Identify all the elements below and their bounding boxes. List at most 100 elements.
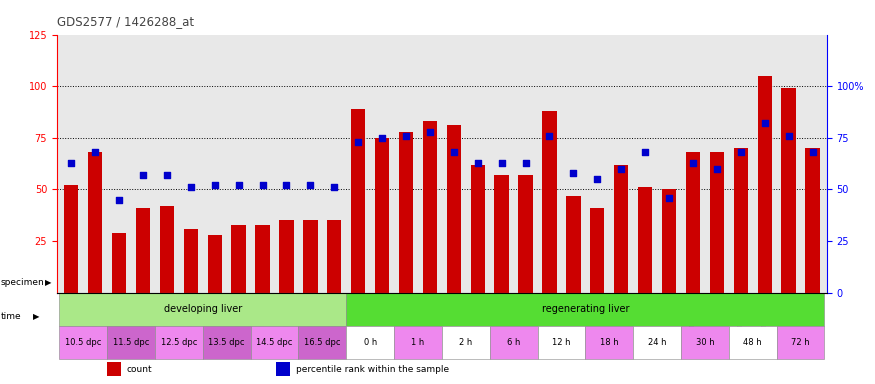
Bar xyxy=(442,326,490,359)
Point xyxy=(542,133,556,139)
Bar xyxy=(232,225,246,293)
Point xyxy=(471,159,485,166)
Bar xyxy=(160,206,174,293)
Bar xyxy=(471,165,485,293)
Point xyxy=(375,135,389,141)
Bar xyxy=(346,293,824,326)
Bar xyxy=(686,152,700,293)
Bar xyxy=(733,148,748,293)
Bar xyxy=(60,293,346,326)
Text: 0 h: 0 h xyxy=(363,338,377,347)
Bar xyxy=(662,189,676,293)
Bar xyxy=(805,148,820,293)
Point xyxy=(279,182,293,189)
Text: time: time xyxy=(1,312,22,321)
Bar xyxy=(758,76,772,293)
Bar xyxy=(566,196,581,293)
Text: 10.5 dpc: 10.5 dpc xyxy=(65,338,102,347)
Text: 18 h: 18 h xyxy=(600,338,619,347)
Bar xyxy=(634,326,681,359)
Text: percentile rank within the sample: percentile rank within the sample xyxy=(296,365,449,374)
Bar xyxy=(542,111,556,293)
Point xyxy=(232,182,246,189)
Point xyxy=(255,182,270,189)
Point xyxy=(638,149,652,156)
Bar xyxy=(255,225,270,293)
Bar xyxy=(298,326,346,359)
Point xyxy=(591,176,605,182)
Bar xyxy=(60,326,107,359)
Point xyxy=(207,182,221,189)
Bar xyxy=(374,138,389,293)
Text: 14.5 dpc: 14.5 dpc xyxy=(256,338,292,347)
Point xyxy=(351,139,365,145)
Text: regenerating liver: regenerating liver xyxy=(542,305,629,314)
Point xyxy=(136,172,150,178)
Text: 24 h: 24 h xyxy=(648,338,667,347)
Point xyxy=(781,133,795,139)
Text: 1 h: 1 h xyxy=(411,338,424,347)
Point xyxy=(447,149,461,156)
Bar xyxy=(729,326,777,359)
Bar xyxy=(250,326,298,359)
Bar xyxy=(781,88,795,293)
Text: specimen: specimen xyxy=(1,278,45,287)
Bar xyxy=(681,326,729,359)
Text: 13.5 dpc: 13.5 dpc xyxy=(208,338,245,347)
Bar xyxy=(710,152,724,293)
Text: 11.5 dpc: 11.5 dpc xyxy=(113,338,150,347)
Text: 12 h: 12 h xyxy=(552,338,570,347)
Bar xyxy=(494,175,509,293)
Bar xyxy=(155,326,203,359)
Text: ▶: ▶ xyxy=(33,312,39,321)
Bar xyxy=(207,235,222,293)
Point xyxy=(160,172,174,178)
Point xyxy=(734,149,748,156)
Bar xyxy=(537,326,585,359)
Text: 30 h: 30 h xyxy=(696,338,714,347)
Bar xyxy=(88,152,102,293)
Bar xyxy=(136,208,150,293)
Bar xyxy=(638,187,652,293)
Text: developing liver: developing liver xyxy=(164,305,242,314)
Text: 72 h: 72 h xyxy=(791,338,810,347)
Bar xyxy=(346,326,394,359)
Bar xyxy=(279,220,294,293)
Point xyxy=(327,184,341,190)
Text: 2 h: 2 h xyxy=(459,338,472,347)
Bar xyxy=(423,121,438,293)
Text: 12.5 dpc: 12.5 dpc xyxy=(161,338,197,347)
Text: count: count xyxy=(126,365,151,374)
Bar xyxy=(394,326,442,359)
Bar xyxy=(777,326,824,359)
Text: 48 h: 48 h xyxy=(744,338,762,347)
Point xyxy=(423,129,437,135)
Bar xyxy=(203,326,250,359)
Point xyxy=(304,182,318,189)
Point xyxy=(566,170,580,176)
Bar xyxy=(590,208,605,293)
Bar xyxy=(351,109,366,293)
Bar xyxy=(614,165,628,293)
Text: GDS2577 / 1426288_at: GDS2577 / 1426288_at xyxy=(57,15,194,28)
Bar xyxy=(64,185,79,293)
Point xyxy=(614,166,628,172)
Bar xyxy=(446,126,461,293)
Bar xyxy=(490,326,537,359)
Point xyxy=(64,159,78,166)
Point xyxy=(88,149,102,156)
Bar xyxy=(107,362,121,376)
Bar xyxy=(107,326,155,359)
Text: 16.5 dpc: 16.5 dpc xyxy=(304,338,340,347)
Point xyxy=(758,120,772,126)
Bar xyxy=(399,132,413,293)
Bar xyxy=(184,229,198,293)
Point xyxy=(806,149,820,156)
Bar xyxy=(585,326,634,359)
Point xyxy=(710,166,724,172)
Bar xyxy=(327,220,341,293)
Point xyxy=(112,197,126,203)
Point xyxy=(494,159,508,166)
Text: ▶: ▶ xyxy=(45,278,51,287)
Point xyxy=(686,159,700,166)
